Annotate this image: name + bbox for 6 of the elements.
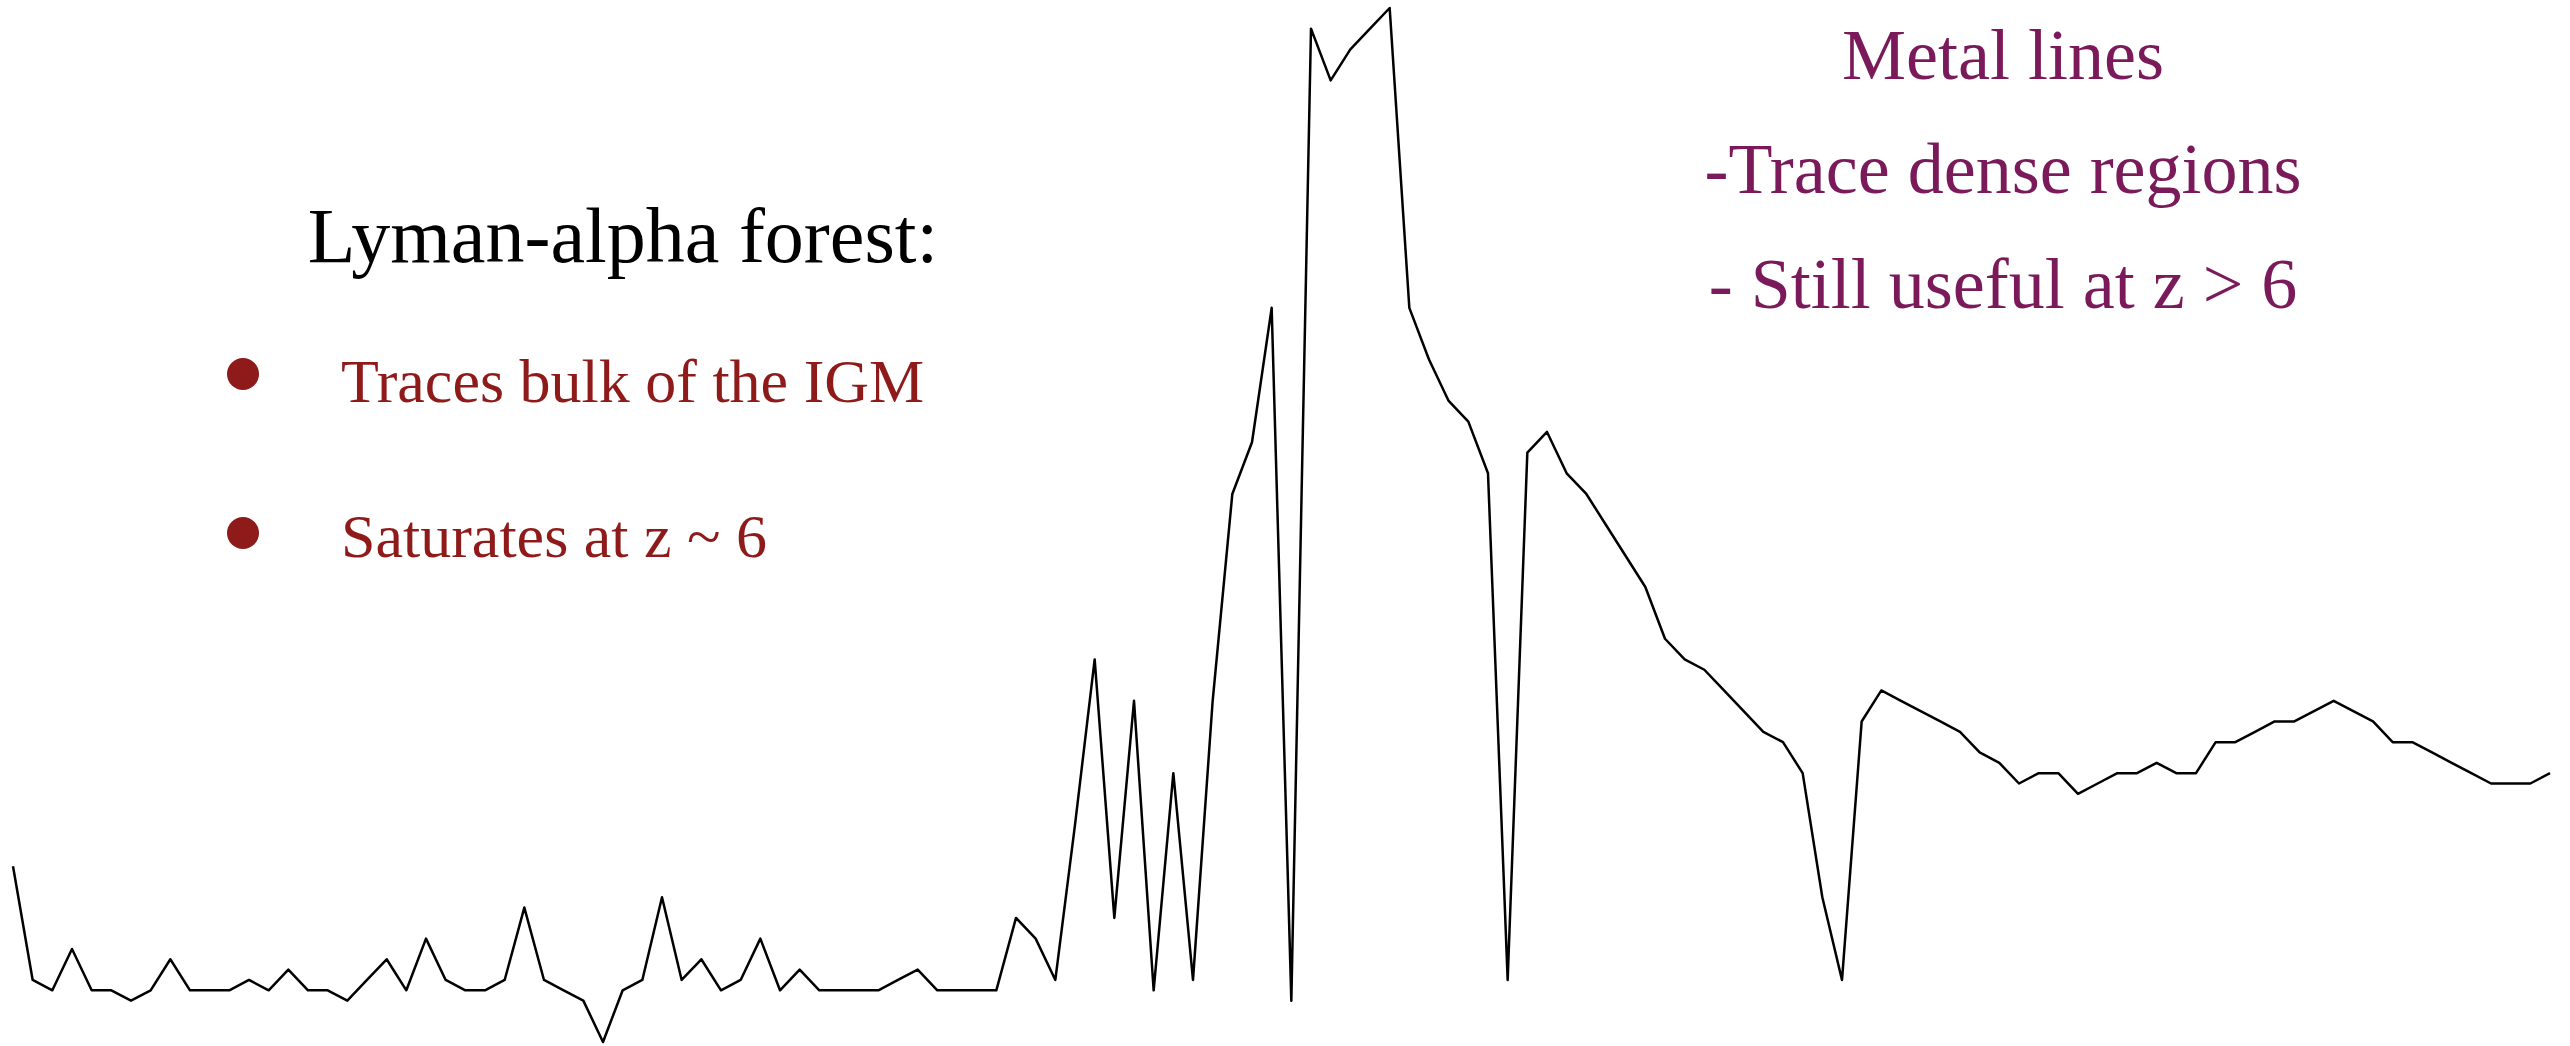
annotation: Saturates at z ~ 6 xyxy=(341,502,768,570)
annotation: Lyman-alpha forest: xyxy=(307,192,939,279)
annotation: Metal lines xyxy=(1842,15,2164,95)
annotation: Traces bulk of the IGM xyxy=(341,347,925,415)
annotation: - Still useful at z > 6 xyxy=(1708,244,2298,324)
annotation: -Trace dense regions xyxy=(1704,129,2302,209)
